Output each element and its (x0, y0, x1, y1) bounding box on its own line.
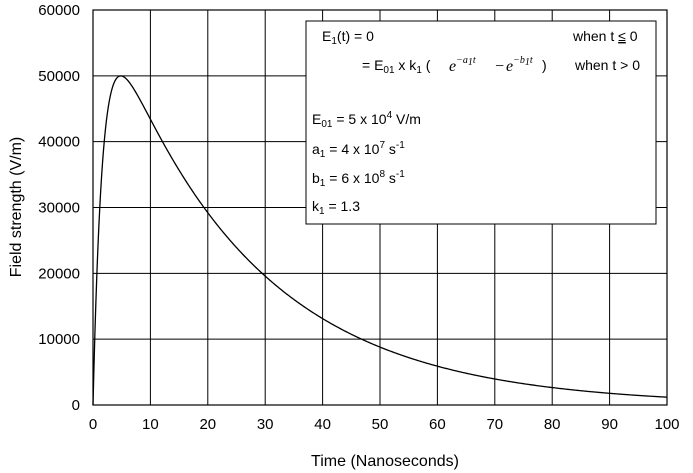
x-tick-label: 40 (314, 416, 331, 433)
y-tick-label: 20000 (38, 265, 80, 282)
y-tick-label: 10000 (38, 331, 80, 348)
param-e01: E01 = 5 x 104 V/m (312, 110, 421, 130)
closing-paren: ) (542, 57, 547, 73)
exponential-term-a: e−a1t (449, 55, 476, 75)
x-tick-label: 30 (257, 416, 274, 433)
x-axis-label: Time (Nanoseconds) (311, 453, 459, 470)
y-tick-label: 40000 (38, 134, 80, 151)
minus-sign: − (494, 58, 505, 75)
series-line-e1 (92, 75, 668, 406)
param-a1: a1 = 4 x 107 s-1 (312, 140, 405, 160)
param-b1: b1 = 6 x 108 s-1 (312, 169, 405, 189)
equation-annotation: E1(t) = 0 when t ≤ 0 = E01 x k1 ( e−a1t … (305, 20, 657, 225)
x-tick-label: 10 (142, 416, 159, 433)
annotation-box (305, 20, 657, 225)
y-tick-label: 60000 (38, 2, 80, 19)
x-tick-label: 90 (601, 416, 618, 433)
equation-line-2: = E01 x k1 ( (362, 57, 431, 76)
condition-line-1: when t ≤ 0 (572, 28, 638, 44)
x-tick-label: 80 (544, 416, 561, 433)
x-tick-label: 50 (372, 416, 389, 433)
x-tick-label: 100 (654, 416, 679, 433)
param-k1: k1 = 1.3 (312, 198, 360, 217)
plot-frame (92, 9, 668, 406)
x-tick-labels: 0 10 20 30 40 50 60 70 80 90 100 (89, 416, 680, 433)
y-tick-label: 50000 (38, 68, 80, 85)
exponential-term-b: e−b1t (506, 55, 533, 75)
y-axis-label: Field strength (V/m) (8, 137, 25, 277)
x-tick-label: 70 (486, 416, 503, 433)
y-tick-labels: 0 10000 20000 30000 40000 50000 60000 (38, 2, 80, 414)
y-tick-label: 0 (72, 397, 80, 414)
y-tick-label: 30000 (38, 200, 80, 217)
x-tick-label: 60 (429, 416, 446, 433)
x-tick-label: 20 (199, 416, 216, 433)
equation-line-1: E1(t) = 0 (322, 28, 374, 47)
condition-line-2: when t > 0 (574, 57, 640, 73)
x-tick-label: 0 (89, 416, 97, 433)
